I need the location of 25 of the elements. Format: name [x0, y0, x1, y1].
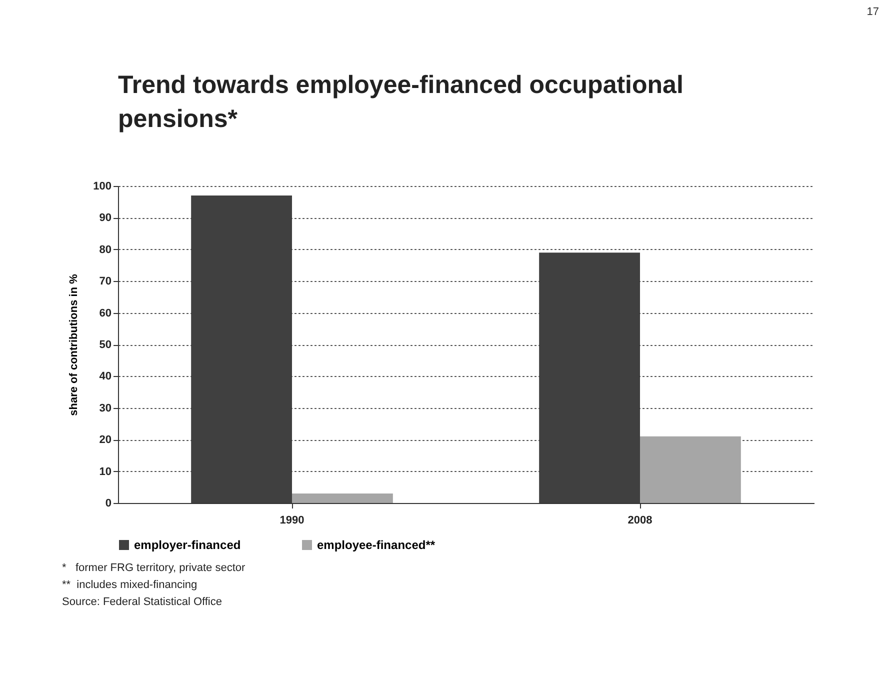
bar [640, 436, 741, 503]
y-tick-label: 0 [105, 498, 112, 510]
y-tick-label: 20 [99, 434, 112, 446]
bar [191, 196, 292, 503]
y-axis-title: share of contributions in % [68, 274, 80, 416]
y-tick-label: 80 [99, 244, 112, 256]
x-tick-label: 1990 [280, 514, 304, 526]
legend-label: employee-financed** [317, 538, 436, 552]
text: 17 [866, 6, 879, 18]
source-note: Source: Federal Statistical Office [62, 596, 222, 608]
x-tick-label: 2008 [628, 514, 652, 526]
y-tick-label: 90 [99, 212, 112, 224]
y-tick-label: 40 [99, 370, 112, 383]
y-tick-label: 10 [99, 466, 112, 478]
legend-label: employer-financed [134, 538, 241, 552]
y-tick-label: 70 [99, 276, 112, 288]
text: * former FRG territory, private sector [62, 562, 246, 574]
y-tick-label: 30 [99, 402, 112, 414]
y-tick-label: 100 [93, 180, 112, 192]
text: ** includes mixed-financing [62, 579, 198, 591]
bar [539, 252, 640, 503]
y-tick-label: 60 [99, 307, 112, 320]
bar [292, 493, 393, 503]
chart-title: Trend towards employee-financed occupational pensions* [118, 70, 684, 135]
y-tick-label: 50 [99, 339, 112, 351]
